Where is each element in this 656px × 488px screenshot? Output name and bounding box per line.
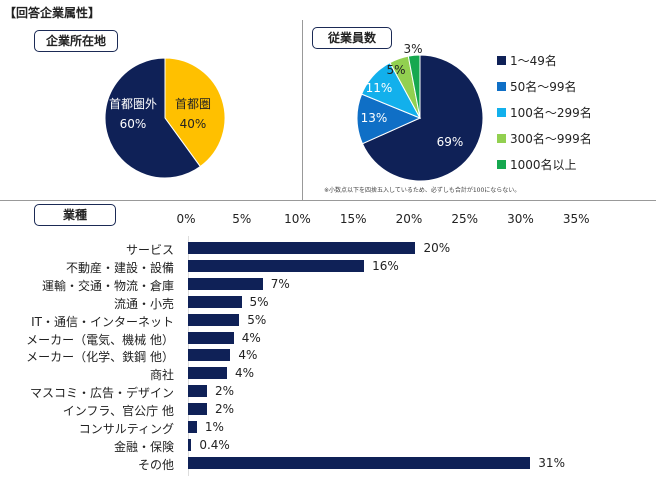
legend-swatch: [497, 134, 506, 143]
bar: [188, 385, 207, 398]
legend-label: 50名〜99名: [510, 80, 577, 94]
bar-value-label: 31%: [538, 455, 565, 470]
page-title: 【回答企業属性】: [4, 6, 101, 20]
slice-value-label: 60%: [120, 117, 147, 131]
category-label: インフラ、官公庁 他: [62, 404, 174, 419]
legend-label: 300名〜999名: [510, 132, 592, 146]
divider-horizontal: [0, 200, 656, 201]
category-label: 流通・小売: [113, 296, 174, 311]
slice-label: 首都圏: [175, 97, 211, 111]
pie-slice: [407, 54, 421, 119]
x-tick-label: 10%: [284, 212, 311, 226]
legend-item: 1〜49名: [497, 52, 557, 69]
bar-value-label: 4%: [238, 348, 258, 363]
bar: [188, 367, 228, 380]
category-label: コンサルティング: [78, 422, 174, 436]
bar-value-label: 2%: [214, 384, 234, 399]
bar: [188, 242, 416, 254]
category-label: IT・通信・インターネット: [31, 314, 174, 329]
legend-item: 50名〜99名: [497, 78, 577, 95]
category-label: その他: [137, 457, 174, 472]
bar-value-label: 7%: [270, 276, 290, 291]
pie-slice: [104, 57, 201, 179]
bar: [188, 456, 531, 469]
bar-value-label: 4%: [235, 366, 255, 381]
divider-vertical: [302, 20, 303, 200]
category-label: メーカー（化学、鉄鋼 他）: [26, 350, 174, 365]
bar: [188, 349, 231, 362]
bar: [188, 403, 207, 416]
category-label: サービス: [125, 243, 174, 257]
slice-value-label: 40%: [180, 117, 207, 131]
legend-swatch: [497, 108, 506, 117]
pie-slice: [164, 57, 226, 168]
bar-value-label: 2%: [214, 402, 234, 417]
legend-label: 100名〜299名: [510, 106, 592, 120]
bar: [188, 438, 192, 451]
bar: [188, 295, 242, 308]
x-tick-label: 20%: [395, 212, 423, 226]
pie-slice: [361, 54, 484, 182]
bar-value-label: 1%: [204, 420, 224, 434]
bar-value-label: 20%: [423, 241, 451, 255]
legend-label: 1〜49名: [510, 54, 557, 68]
location-pie-chart: 首都圏 40% 首都圏外 60%: [104, 57, 226, 179]
slice-value-label: 5%: [386, 63, 405, 77]
legend-item: 300名〜999名: [497, 130, 592, 147]
employees-pie-chart: 69% 13% 11% 5% 3%: [356, 42, 484, 182]
bar: [188, 331, 234, 344]
legend-swatch: [497, 56, 506, 65]
bar-value-label: 4%: [241, 330, 261, 345]
slice-value-label: 13%: [361, 111, 388, 125]
rounding-note: ※小数点以下を四捨五入しているため、必ずしも合計が100にならない。: [324, 187, 521, 194]
legend-item: 100名〜299名: [497, 104, 592, 121]
bar: [188, 277, 263, 290]
legend-swatch: [497, 82, 506, 91]
slice-label: 首都圏外: [109, 97, 157, 111]
legend-swatch: [497, 160, 506, 169]
x-tick-label: 30%: [507, 212, 534, 226]
slice-value-label: 3%: [403, 42, 422, 56]
bar-value-label: 0.4%: [199, 437, 230, 452]
bar: [188, 259, 365, 272]
legend-label: 1000名以上: [510, 158, 577, 172]
category-label: 運輸・交通・物流・倉庫: [41, 278, 174, 293]
employees-chart-title: 従業員数: [312, 27, 392, 49]
bar: [188, 421, 197, 433]
industry-chart-title: 業種: [34, 204, 116, 226]
bar-value-label: 5%: [249, 294, 269, 309]
legend-item: 1000名以上: [497, 156, 577, 173]
x-tick-label: 25%: [451, 212, 479, 226]
x-tick-label: 0%: [176, 212, 196, 226]
category-label: 商社: [149, 368, 174, 383]
category-label: マスコミ・広告・デザイン: [29, 386, 174, 401]
x-tick-label: 5%: [232, 212, 252, 226]
slice-value-label: 11%: [366, 81, 393, 95]
x-tick-label: 15%: [339, 212, 367, 226]
category-label: 金融・保険: [113, 439, 174, 454]
slice-value-label: 69%: [437, 135, 464, 149]
location-chart-title: 企業所在地: [34, 30, 118, 52]
category-label: メーカー（電気、機械 他）: [26, 332, 174, 347]
bar-value-label: 5%: [247, 312, 267, 327]
category-label: 不動産・建設・設備: [65, 260, 174, 275]
bar-value-label: 16%: [372, 258, 399, 273]
bar: [188, 313, 240, 326]
x-tick-label: 35%: [562, 212, 590, 226]
